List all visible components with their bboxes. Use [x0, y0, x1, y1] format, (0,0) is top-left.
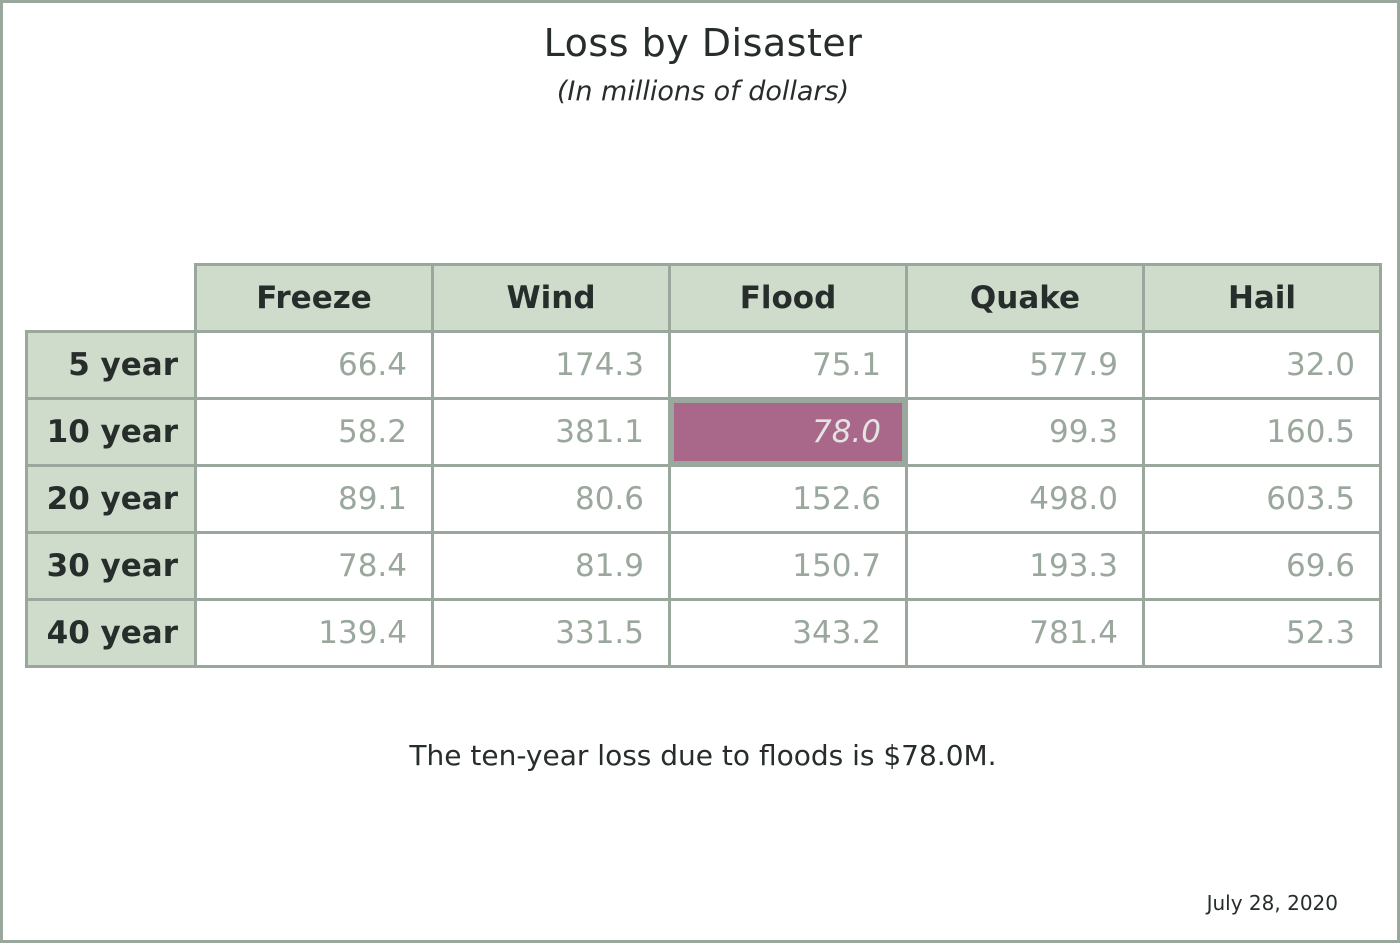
header-row: Freeze Wind Flood Quake Hail [27, 263, 1382, 333]
table-cell: 99.3 [905, 397, 1145, 467]
table-cell: 52.3 [1142, 598, 1382, 668]
table-cell: 152.6 [668, 464, 908, 534]
table-cell: 193.3 [905, 531, 1145, 601]
corner-cell [27, 265, 196, 332]
column-header-wind: Wind [431, 263, 671, 333]
chart-caption: The ten-year loss due to floods is $78.0… [409, 739, 997, 772]
highlighted-cell: 78.0 [668, 397, 908, 467]
table-cell: 781.4 [905, 598, 1145, 668]
column-header-flood: Flood [668, 263, 908, 333]
column-header-hail: Hail [1142, 263, 1382, 333]
table-cell: 81.9 [431, 531, 671, 601]
table-cell: 32.0 [1142, 330, 1382, 400]
table-cell: 160.5 [1142, 397, 1382, 467]
row-header-40-year: 40 year [25, 598, 197, 668]
table-cell: 80.6 [431, 464, 671, 534]
table-cell: 381.1 [431, 397, 671, 467]
table-cell: 66.4 [194, 330, 434, 400]
table-cell: 78.4 [194, 531, 434, 601]
table-row: 5 year 66.4 174.3 75.1 577.9 32.0 [25, 330, 1382, 400]
table-cell: 577.9 [905, 330, 1145, 400]
table-cell: 150.7 [668, 531, 908, 601]
table-row: 40 year 139.4 331.5 343.2 781.4 52.3 [25, 598, 1382, 668]
row-header-10-year: 10 year [25, 397, 197, 467]
table-cell: 139.4 [194, 598, 434, 668]
table-row: 10 year 58.2 381.1 78.0 99.3 160.5 [25, 397, 1382, 467]
chart-subtitle: (In millions of dollars) [556, 76, 850, 107]
date-stamp: July 28, 2020 [1206, 891, 1338, 915]
row-header-20-year: 20 year [25, 464, 197, 534]
table-cell: 498.0 [905, 464, 1145, 534]
table-cell: 89.1 [194, 464, 434, 534]
loss-table: Freeze Wind Flood Quake Hail 5 year 66.4… [25, 263, 1382, 668]
table-row: 30 year 78.4 81.9 150.7 193.3 69.6 [25, 531, 1382, 601]
table-cell: 343.2 [668, 598, 908, 668]
table-cell: 75.1 [668, 330, 908, 400]
row-header-30-year: 30 year [25, 531, 197, 601]
loss-table-container: Freeze Wind Flood Quake Hail 5 year 66.4… [25, 263, 1382, 668]
table-cell: 69.6 [1142, 531, 1382, 601]
table-cell: 174.3 [431, 330, 671, 400]
table-row: 20 year 89.1 80.6 152.6 498.0 603.5 [25, 464, 1382, 534]
column-header-quake: Quake [905, 263, 1145, 333]
table-cell: 58.2 [194, 397, 434, 467]
chart-title: Loss by Disaster [543, 21, 863, 65]
table-cell: 603.5 [1142, 464, 1382, 534]
column-header-freeze: Freeze [194, 263, 434, 333]
table-cell: 331.5 [431, 598, 671, 668]
row-header-5-year: 5 year [25, 330, 197, 400]
